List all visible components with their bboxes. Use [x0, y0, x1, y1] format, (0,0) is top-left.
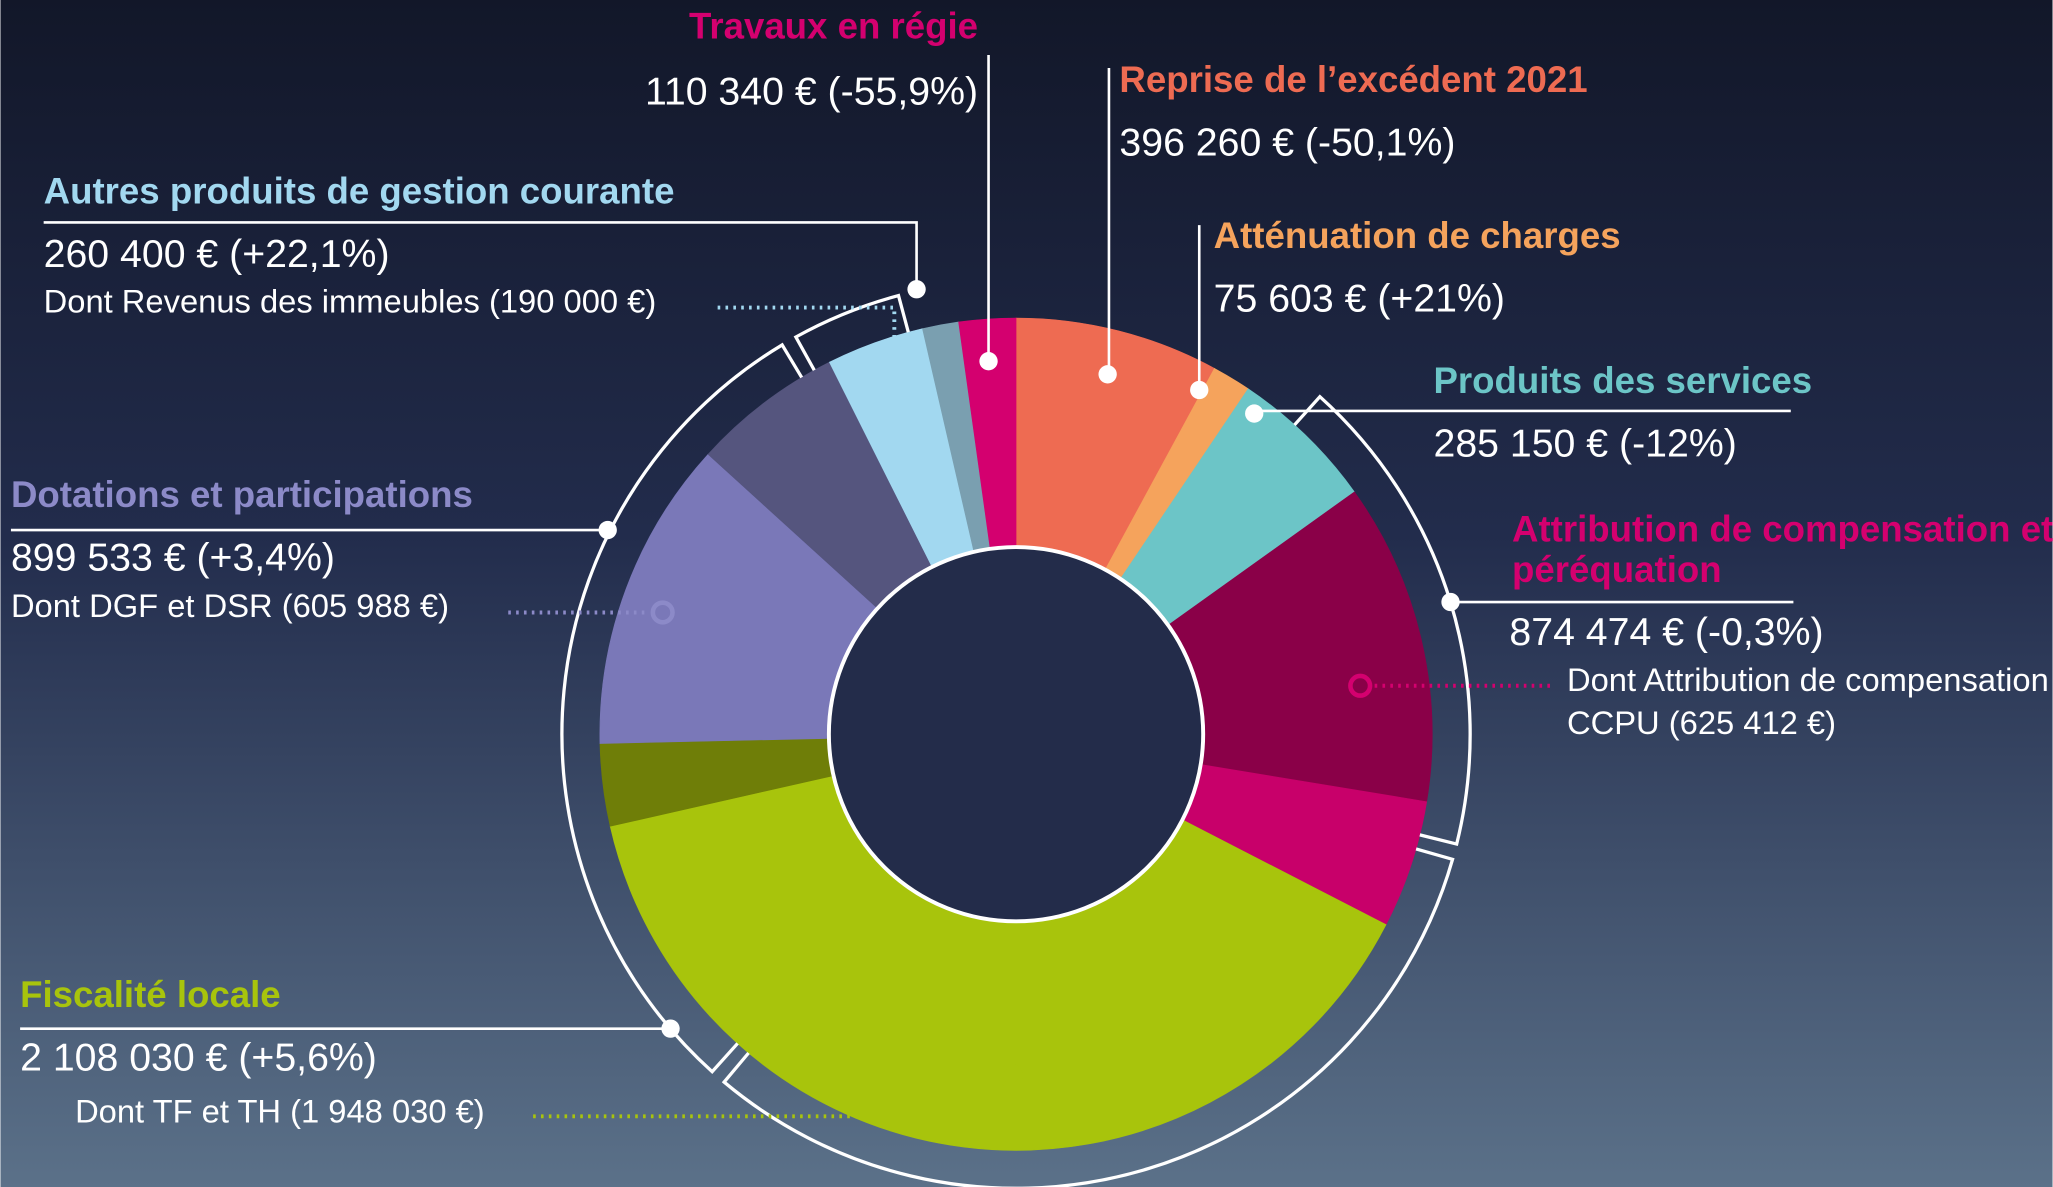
- value-label: 874 474 € (-0,3%): [1509, 610, 1823, 654]
- sub-marker: [1348, 673, 1373, 698]
- leader-dot: [1190, 380, 1209, 400]
- leader-dot: [1245, 404, 1264, 423]
- sub-marker: [998, 1063, 1023, 1088]
- slices: [599, 317, 1433, 1151]
- sub-label: Dont Attribution de compensation CCPU (62…: [1567, 660, 2049, 740]
- value-label: 2 108 030 € (+5,6%): [20, 1035, 377, 1079]
- value-label: 75 603 € (+21%): [1214, 276, 1505, 320]
- value-label: 396 260 € (-50,1%): [1119, 121, 1455, 165]
- bracket: [721, 847, 1455, 1187]
- leader-dot: [661, 1019, 680, 1038]
- sub-leader: [717, 305, 897, 338]
- leader-line: [43, 221, 918, 290]
- value-label: 285 150 € (-12%): [1434, 422, 1737, 466]
- sub-label: Dont TF et TH (1 948 030 €): [75, 1092, 485, 1129]
- leader-dot: [907, 280, 926, 299]
- leader-dot: [598, 520, 617, 540]
- bracket: [560, 342, 804, 1074]
- bracket: [793, 293, 910, 371]
- leader-dot: [1441, 592, 1460, 612]
- category-label: Fiscalité locale: [20, 974, 281, 1015]
- category-label: Produits des services: [1434, 360, 1813, 401]
- value-label: 260 400 € (+22,1%): [44, 232, 390, 276]
- sub-label: Dont Revenus des immeubles (190 000 €): [44, 282, 657, 319]
- labels: Reprise de l’excédent 2021 396 260 € (-50…: [11, 5, 2053, 1129]
- donut-hole: [826, 545, 1206, 924]
- sub-leader: [530, 1088, 1013, 1119]
- category-label: Autres produits de gestion courante: [44, 170, 675, 211]
- sub-label: Dont DGF et DSR (605 988 €): [11, 587, 449, 624]
- category-label: Travaux en régie: [689, 5, 978, 46]
- leader-dot: [979, 352, 998, 371]
- category-label: Dotations et participations: [11, 474, 473, 515]
- value-label: 110 340 € (-55,9%): [645, 70, 978, 114]
- leader-dot: [1098, 365, 1117, 384]
- category-label: Atténuation de charges: [1214, 215, 1621, 256]
- sub-marker: [882, 338, 907, 363]
- sub-marker: [650, 600, 675, 625]
- category-label: Attribution de compensation et péréquatio…: [1512, 508, 2053, 590]
- value-label: 899 533 € (+3,4%): [11, 536, 335, 580]
- category-label: Reprise de l’excédent 2021: [1119, 59, 1587, 100]
